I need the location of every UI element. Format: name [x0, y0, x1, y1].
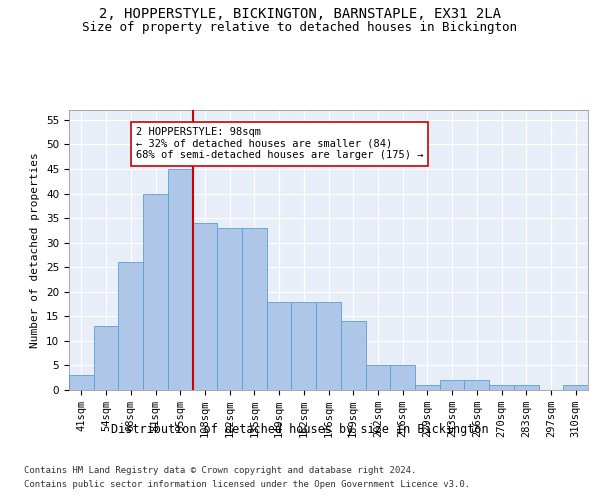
Bar: [69, 376, 94, 390]
Bar: [390, 366, 415, 390]
Bar: [118, 262, 143, 390]
Bar: [143, 194, 168, 390]
Text: 2 HOPPERSTYLE: 98sqm
← 32% of detached houses are smaller (84)
68% of semi-detac: 2 HOPPERSTYLE: 98sqm ← 32% of detached h…: [136, 127, 423, 160]
Text: Contains public sector information licensed under the Open Government Licence v3: Contains public sector information licen…: [24, 480, 470, 489]
Bar: [217, 228, 242, 390]
Bar: [316, 302, 341, 390]
Bar: [168, 169, 193, 390]
Text: Contains HM Land Registry data © Crown copyright and database right 2024.: Contains HM Land Registry data © Crown c…: [24, 466, 416, 475]
Bar: [292, 302, 316, 390]
Bar: [365, 366, 390, 390]
Bar: [267, 302, 292, 390]
Bar: [94, 326, 118, 390]
Y-axis label: Number of detached properties: Number of detached properties: [31, 152, 40, 348]
Text: 2, HOPPERSTYLE, BICKINGTON, BARNSTAPLE, EX31 2LA: 2, HOPPERSTYLE, BICKINGTON, BARNSTAPLE, …: [99, 8, 501, 22]
Bar: [489, 385, 514, 390]
Bar: [514, 385, 539, 390]
Bar: [341, 321, 365, 390]
Bar: [193, 223, 217, 390]
Text: Distribution of detached houses by size in Bickington: Distribution of detached houses by size …: [111, 422, 489, 436]
Bar: [563, 385, 588, 390]
Bar: [242, 228, 267, 390]
Bar: [440, 380, 464, 390]
Text: Size of property relative to detached houses in Bickington: Size of property relative to detached ho…: [83, 21, 517, 34]
Bar: [464, 380, 489, 390]
Bar: [415, 385, 440, 390]
